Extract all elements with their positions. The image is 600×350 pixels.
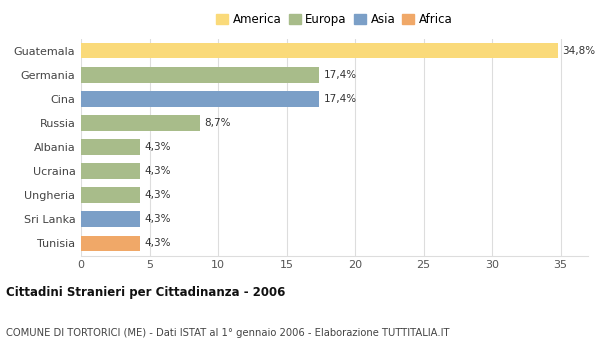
Text: COMUNE DI TORTORICI (ME) - Dati ISTAT al 1° gennaio 2006 - Elaborazione TUTTITAL: COMUNE DI TORTORICI (ME) - Dati ISTAT al… — [6, 328, 449, 338]
Text: 4,3%: 4,3% — [144, 190, 170, 200]
Text: Cittadini Stranieri per Cittadinanza - 2006: Cittadini Stranieri per Cittadinanza - 2… — [6, 286, 286, 299]
Bar — [81, 67, 319, 83]
Text: 4,3%: 4,3% — [144, 238, 170, 248]
Bar — [81, 115, 200, 131]
Bar — [81, 236, 140, 251]
Legend: America, Europa, Asia, Africa: America, Europa, Asia, Africa — [214, 10, 455, 28]
Bar — [81, 43, 558, 58]
Text: 4,3%: 4,3% — [144, 142, 170, 152]
Bar — [81, 211, 140, 227]
Text: 34,8%: 34,8% — [562, 46, 595, 56]
Text: 8,7%: 8,7% — [205, 118, 231, 128]
Text: 17,4%: 17,4% — [323, 70, 356, 80]
Bar — [81, 91, 319, 107]
Text: 4,3%: 4,3% — [144, 214, 170, 224]
Bar — [81, 163, 140, 179]
Text: 17,4%: 17,4% — [323, 94, 356, 104]
Bar — [81, 187, 140, 203]
Text: 4,3%: 4,3% — [144, 166, 170, 176]
Bar — [81, 139, 140, 155]
